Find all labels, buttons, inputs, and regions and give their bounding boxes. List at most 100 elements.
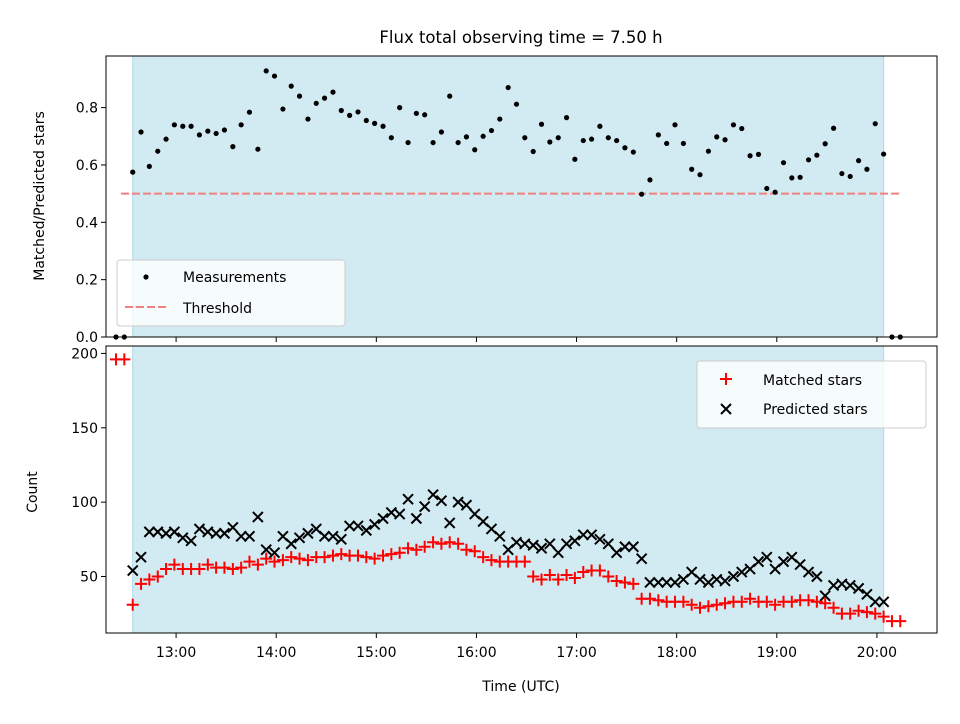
measurement-point [580,137,586,144]
ratio-y-tick-label: 0.4 [76,215,98,231]
ratio-y-tick-label: 0.8 [76,101,98,117]
measurement-point [730,122,737,128]
measurement-point [639,191,645,197]
ratio-y-ticks: 0.0 0.2 0.4 0.6 0.8 [76,101,106,346]
predicted-star-marker [393,508,406,520]
predicted-star-marker [193,523,206,535]
measurement-point [321,95,328,101]
predicted-star-marker [460,499,473,511]
predicted-star-marker [777,555,790,568]
measurement-point [839,170,845,177]
matched-star-marker [518,555,531,568]
matched-star-marker [143,573,156,586]
matched-star-marker [368,552,381,565]
measurement-point [538,121,545,127]
measurement-point [196,132,203,138]
measurement-point [163,136,169,142]
time-x-tick-label: 18:00 [657,645,697,661]
matched-star-marker [877,610,890,623]
predicted-star-marker [610,546,623,559]
predicted-star-marker [402,493,414,505]
measurement-point [363,117,369,124]
time-x-axis-label: Time (UTC) [481,679,559,695]
measurement-point [755,151,762,157]
measurement-point [221,127,228,133]
measurement-point [263,68,269,74]
predicted-star-marker [335,533,347,546]
measurement-point [739,125,745,132]
predicted-star-marker [652,576,665,589]
matched-star-marker [460,543,473,556]
measurement-point [338,107,344,114]
predicted-star-marker [285,538,297,550]
measurement-point [680,140,686,147]
measurement-point [447,93,453,99]
matched-star-marker [293,552,306,565]
matched-star-marker [301,554,314,567]
measurement-point [655,132,661,138]
matched-legend-marker [720,373,732,385]
measurement-point [547,139,553,145]
predicted-star-marker [644,576,656,589]
predicted-star-marker [293,532,306,544]
predicted-star-marker [702,576,715,589]
matched-star-marker [652,594,665,607]
measurement-point [238,122,244,128]
count-y-tick-label: 200 [71,346,98,362]
predicted-star-marker [418,500,431,513]
ratio-y-tick-label: 0.6 [76,158,98,174]
matched-star-marker [326,549,339,562]
predicted-star-marker [243,530,256,543]
predicted-star-marker [752,555,765,568]
matched-star-marker [485,554,498,567]
predicted-star-marker [535,542,548,554]
measurement-point [822,141,828,147]
matched-star-marker [352,549,365,562]
measurement-point [597,123,603,129]
predicted-star-marker [227,521,239,534]
measurement-point [405,139,411,146]
measurement-point [856,158,862,164]
predicted-star-marker [352,520,364,532]
measurement-point [330,89,336,95]
time-x-tick-label: 16:00 [456,645,496,661]
matched-star-marker [618,576,631,589]
measurement-point [180,123,186,129]
predicted-star-marker [302,527,314,540]
measurement-point [555,135,561,141]
measurement-point [689,166,695,172]
time-x-tick-label: 17:00 [556,645,596,661]
measurement-point [296,93,303,99]
predicted-star-marker [343,520,356,532]
predicted-star-marker [560,538,573,550]
measurement-point [705,148,712,154]
matched-star-marker [251,558,264,571]
matched-star-marker [468,545,481,558]
measurement-point [213,130,219,137]
matched-star-marker [702,600,715,613]
measurement-point [397,105,403,111]
predicted-star-marker [252,511,264,523]
ratio-panel: Flux total observing time = 7.50 h Match… [32,28,938,346]
ratio-x-ticks [175,337,878,342]
count-legend-box [696,360,927,429]
matched-star-marker [694,601,707,614]
ratio-axes-frame [105,55,938,338]
predicted-star-marker [727,570,740,583]
matched-star-marker [627,577,640,590]
predicted-star-marker [318,530,331,543]
count-y-axis-label: Count [25,471,41,513]
predicted-star-marker [435,494,448,507]
predicted-star-marker [585,529,598,541]
matched-star-marker [610,574,623,587]
matched-star-marker [744,592,757,605]
matched-star-marker [443,536,456,549]
measurement-point [463,134,470,140]
count-y-tick-label: 100 [71,495,98,511]
predicted-star-marker [811,570,823,583]
count-legend: Matched stars Predicted stars [696,360,927,429]
predicted-star-marker [844,579,856,592]
matched-star-marker [593,564,606,577]
predicted-star-marker [802,566,815,578]
